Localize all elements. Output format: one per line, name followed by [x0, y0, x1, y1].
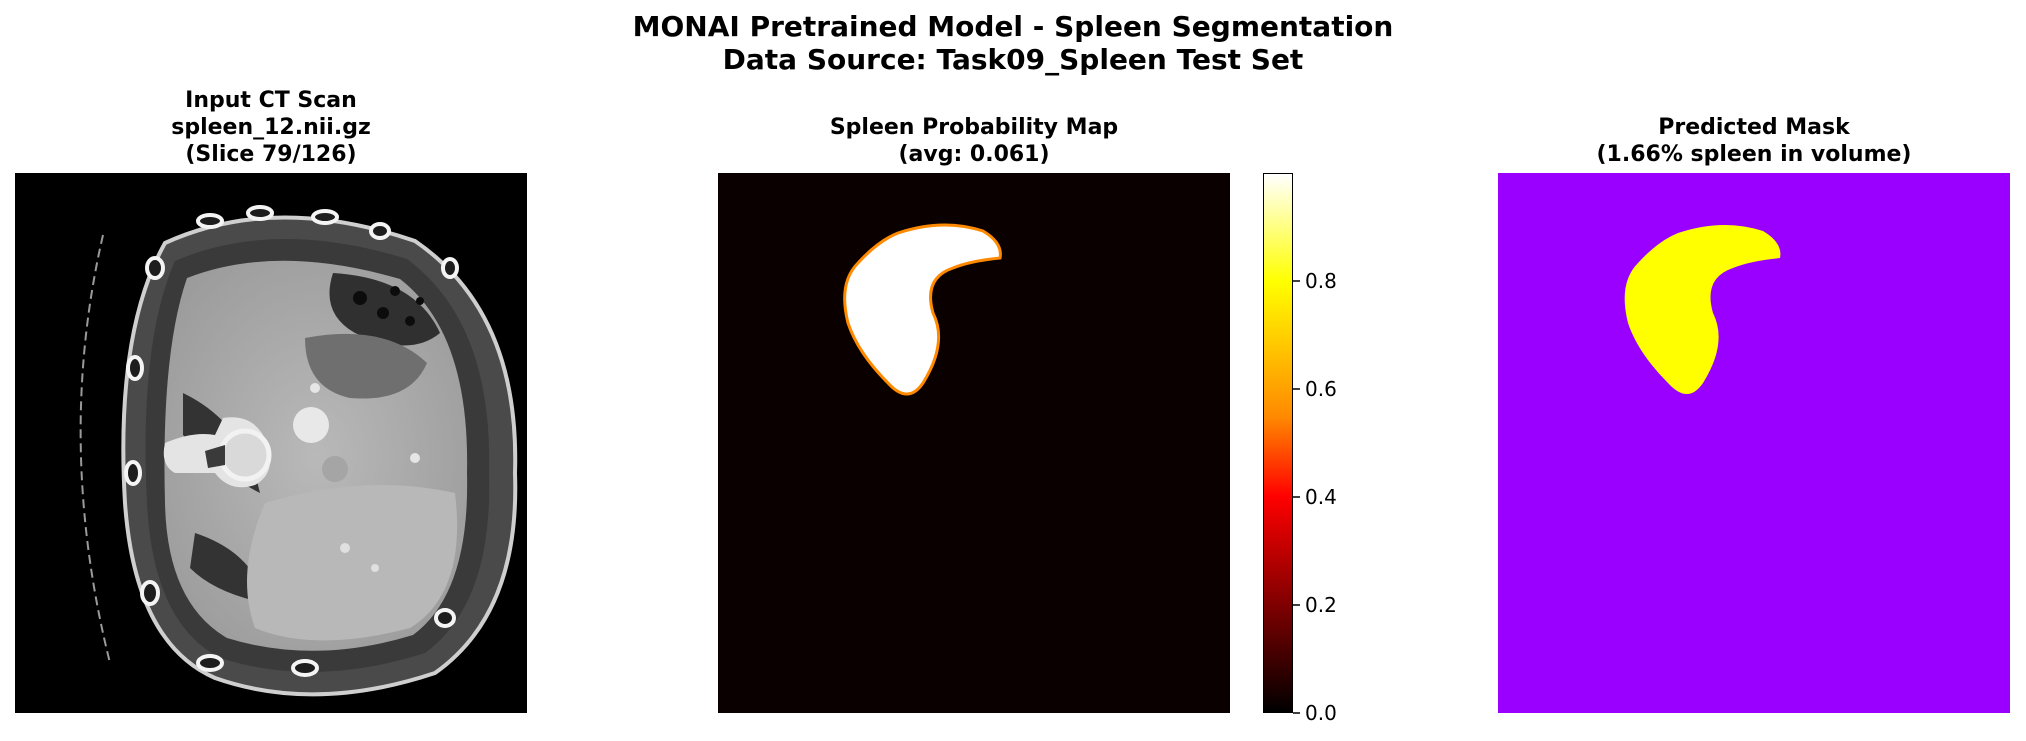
ct-panel-title: Input CT Scan spleen_12.nii.gz (Slice 79…	[15, 87, 527, 168]
ct-title-line-2: spleen_12.nii.gz	[171, 115, 371, 140]
ct-scan-image	[15, 173, 527, 713]
probability-map-image	[718, 173, 1230, 713]
colorbar-ticks: 0.0 0.2 0.4 0.6 0.8	[1293, 269, 1337, 725]
colorbar-tick-label: 0.6	[1305, 377, 1337, 401]
colorbar-tick-label: 0.0	[1305, 701, 1337, 725]
colorbar-tick-label: 0.8	[1305, 269, 1337, 293]
prob-title-line-1: Spleen Probability Map	[829, 115, 1119, 140]
figure-title-line-2: Data Source: Task09_Spleen Test Set	[722, 43, 1304, 76]
ct-title-line-3: (Slice 79/126)	[185, 142, 357, 167]
prob-panel-title: Spleen Probability Map (avg: 0.061)	[718, 114, 1230, 168]
predicted-mask-image	[1498, 173, 2010, 713]
figure-title-line-1: MONAI Pretrained Model - Spleen Segmenta…	[632, 10, 1394, 43]
colorbar-tick-label: 0.2	[1305, 593, 1337, 617]
mask-panel-title: Predicted Mask (1.66% spleen in volume)	[1498, 114, 2010, 168]
figure-title: MONAI Pretrained Model - Spleen Segmenta…	[0, 10, 2026, 76]
colorbar-tick-label: 0.4	[1305, 485, 1337, 509]
colorbar	[1263, 173, 1293, 713]
mask-title-line-2: (1.66% spleen in volume)	[1596, 142, 1912, 167]
mask-title-line-1: Predicted Mask	[1658, 115, 1850, 140]
prob-title-line-2: (avg: 0.061)	[898, 142, 1050, 167]
ct-title-line-1: Input CT Scan	[185, 88, 357, 113]
